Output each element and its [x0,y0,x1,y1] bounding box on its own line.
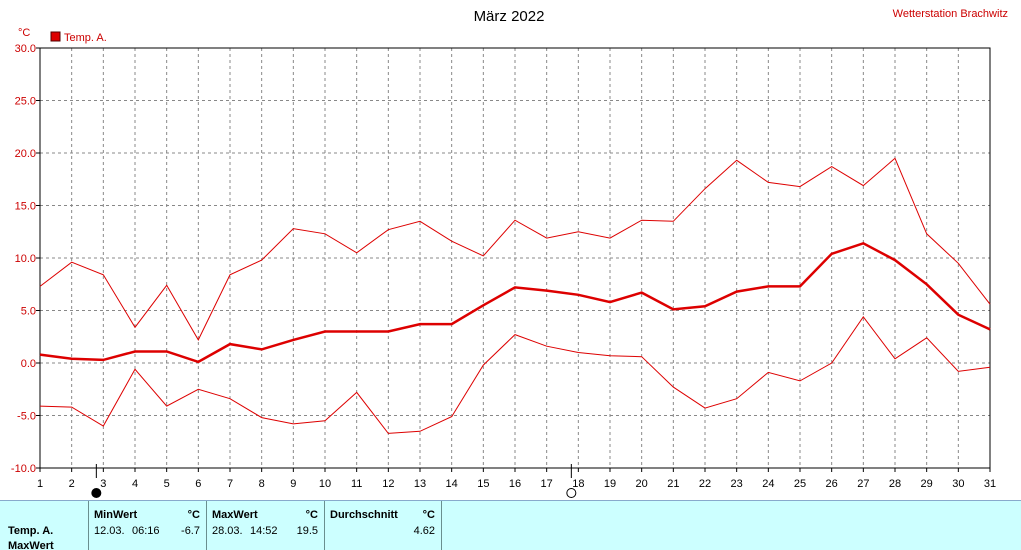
x-tick-label: 8 [259,478,265,490]
y-tick-label: 20.0 [15,148,36,160]
y-unit-label: °C [18,27,30,39]
stats-row-label-cell: Temp. A. MaxWert [0,501,89,550]
stats-next-row-label: MaxWert [8,540,54,550]
x-tick-label: 14 [446,478,458,490]
x-tick-label: 16 [509,478,521,490]
x-tick-label: 13 [414,478,426,490]
y-tick-label: 30.0 [15,43,36,55]
x-tick-label: 27 [857,478,869,490]
series-line-avg [39,241,991,364]
x-tick-label: 10 [319,478,331,490]
x-tick-label: 4 [132,478,138,490]
min-date: 12.03. [94,525,125,537]
y-tick-label: -5.0 [17,411,36,423]
x-tick-label: 18 [572,478,584,490]
avg-unit: °C [422,509,435,521]
axes: 30.025.020.015.010.05.00.0-5.0-10.01 2 3 4 5… [11,43,996,490]
legend-swatch [50,31,61,42]
max-unit: °C [305,509,318,521]
x-tick-label: 30 [952,478,964,490]
min-time: 06:16 [132,525,160,537]
x-tick-label: 22 [699,478,711,490]
x-tick-label: 7 [227,478,233,490]
max-value: 19.5 [296,525,318,537]
temperature-chart: März 2022 Wetterstation Brachwitz °C Tem… [11,8,1008,498]
y-tick-label: 25.0 [15,96,36,108]
y-tick-label: 10.0 [15,253,36,265]
min-value: -6.7 [181,525,200,537]
x-tick-label: 19 [604,478,616,490]
x-tick-label: 28 [889,478,901,490]
legend-label: Temp. A. [64,32,107,44]
moon-markers [91,464,577,498]
x-tick-label: 9 [290,478,296,490]
max-header: MaxWert [212,509,258,521]
x-tick-label: 20 [636,478,648,490]
avg-value: 4.62 [413,525,435,537]
min-unit: °C [187,509,200,521]
grid [40,48,990,468]
x-tick-label: 5 [164,478,170,490]
series-lines [39,157,991,434]
x-tick-label: 17 [541,478,553,490]
y-tick-label: 0.0 [21,358,36,370]
x-tick-label: 15 [477,478,489,490]
min-value-cell: MinWert °C 12.03. 06:16 -6.7 [88,501,207,550]
x-tick-label: 29 [921,478,933,490]
x-tick-label: 2 [69,478,75,490]
x-tick-label: 25 [794,478,806,490]
max-date: 28.03. [212,525,243,537]
avg-value-cell: Durchschnitt °C 4.62 [324,501,442,550]
series-line-max [39,157,991,341]
chart-title: März 2022 [474,8,545,25]
x-tick-label: 26 [826,478,838,490]
x-tick-label: 24 [762,478,774,490]
max-value-cell: MaxWert °C 28.03. 14:52 19.5 [206,501,325,550]
min-header: MinWert [94,509,138,521]
max-time: 14:52 [250,525,278,537]
series-line-min [39,315,991,434]
x-tick-label: 23 [731,478,743,490]
x-tick-label: 3 [100,478,106,490]
full-moon-icon [566,488,577,498]
avg-header: Durchschnitt [330,509,398,521]
y-tick-label: 5.0 [21,306,36,318]
x-tick-label: 31 [984,478,996,490]
x-tick-label: 11 [351,478,362,490]
station-name: Wetterstation Brachwitz [893,8,1008,20]
statistics-panel: Temp. A. MaxWert MinWert °C 12.03. 06:16… [0,500,1021,550]
x-tick-label: 1 [37,478,43,490]
stats-row-label: Temp. A. [8,525,54,537]
x-tick-label: 12 [382,478,394,490]
new-moon-icon [91,488,102,498]
y-tick-label: 15.0 [15,201,36,213]
y-tick-label: -10.0 [11,463,36,475]
x-tick-label: 21 [667,478,679,490]
x-tick-label: 6 [195,478,201,490]
